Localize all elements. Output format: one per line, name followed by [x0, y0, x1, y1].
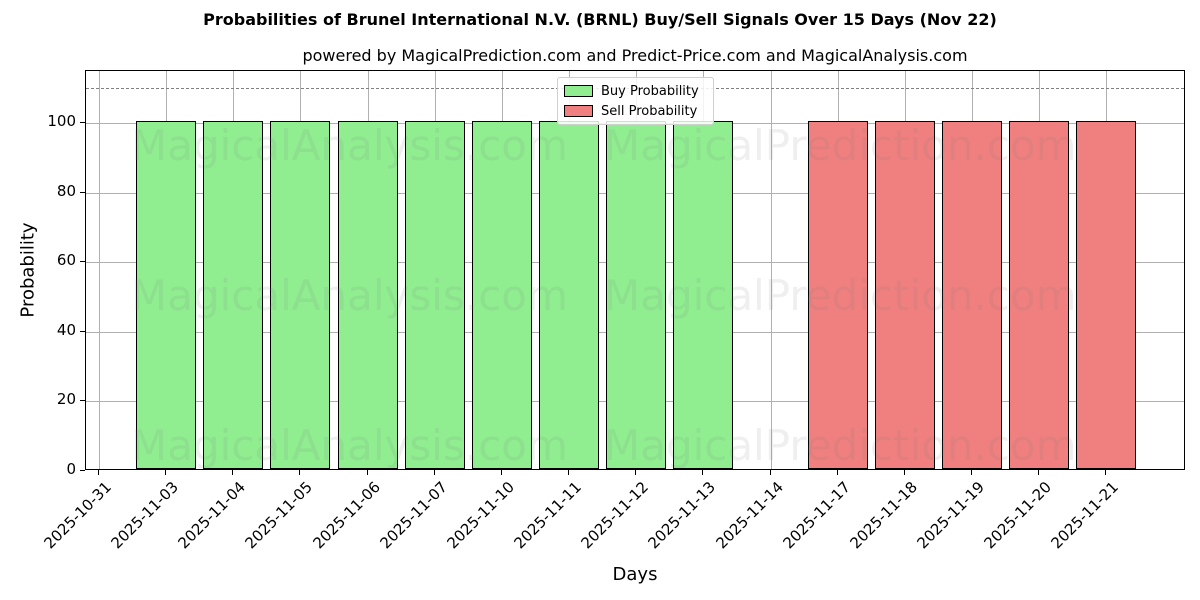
x-tick-label: 2025-11-12 [577, 478, 653, 553]
sell-bar [941, 121, 1002, 469]
chart-title: Probabilities of Brunel International N.… [203, 10, 997, 29]
x-tick-mark [165, 470, 167, 475]
legend-item-buy: Buy Probability [564, 82, 699, 100]
x-tick-mark [769, 470, 771, 475]
sell-bar [874, 121, 935, 469]
y-tick-mark [80, 122, 85, 124]
x-tick-mark [500, 470, 502, 475]
y-tick-mark [80, 470, 85, 471]
buy-bar [606, 121, 667, 469]
buy-bar [539, 121, 600, 469]
x-tick-mark [702, 470, 704, 475]
x-tick-label: 2025-11-18 [846, 478, 921, 553]
y-axis-title: Probability [17, 222, 39, 318]
legend: Buy Probability Sell Probability [557, 77, 714, 125]
x-tick-mark [299, 470, 301, 475]
buy-bar [270, 121, 331, 469]
y-tick-label: 20 [56, 390, 76, 409]
y-tick-mark [80, 400, 85, 402]
x-tick-label: 2025-11-14 [712, 478, 787, 553]
grid-line-vertical [770, 71, 772, 469]
x-tick-label: 2025-11-17 [779, 478, 854, 553]
x-tick-mark [98, 470, 99, 475]
y-tick-label: 40 [56, 320, 76, 339]
y-tick-label: 0 [66, 460, 76, 478]
x-tick-label: 2025-11-11 [510, 478, 585, 553]
x-tick-label: 2025-11-10 [443, 478, 518, 553]
legend-buy-label: Buy Probability [601, 83, 699, 99]
buy-bar [136, 121, 197, 469]
legend-item-sell: Sell Probability [564, 102, 697, 120]
x-tick-mark [635, 470, 637, 475]
x-tick-label: 2025-11-13 [644, 478, 720, 553]
y-tick-label: 80 [56, 181, 76, 200]
plot-area: MagicalAnalysis.comMagicalPrediction.com… [85, 70, 1185, 470]
x-tick-label: 2025-11-21 [1047, 478, 1123, 553]
y-tick-mark [80, 330, 85, 332]
x-tick-label: 2025-11-07 [376, 478, 451, 553]
x-tick-mark [1038, 470, 1040, 475]
x-tick-mark [433, 470, 435, 475]
x-tick-label: 2025-11-20 [980, 478, 1056, 553]
x-tick-mark [1105, 470, 1107, 475]
sell-bar [1076, 121, 1137, 469]
buy-bar [404, 121, 465, 469]
sell-bar [807, 121, 868, 469]
y-tick-mark [80, 261, 85, 263]
buy-bar [471, 121, 532, 469]
x-tick-label: 2025-11-03 [107, 478, 183, 553]
grid-line-vertical [99, 71, 100, 469]
buy-swatch-icon [564, 85, 593, 97]
x-tick-label: 2025-10-31 [40, 478, 115, 553]
y-tick-label: 60 [56, 251, 76, 270]
x-tick-mark [903, 470, 905, 475]
y-tick-mark [80, 191, 85, 193]
sell-swatch-icon [564, 105, 593, 117]
buy-bar [337, 121, 398, 469]
x-tick-label: 2025-11-05 [241, 478, 317, 553]
x-tick-label: 2025-11-19 [913, 478, 988, 553]
x-tick-label: 2025-11-04 [174, 478, 250, 553]
buy-bar [673, 121, 734, 469]
x-tick-mark [232, 470, 234, 475]
legend-sell-label: Sell Probability [601, 103, 698, 119]
x-tick-mark [366, 470, 368, 475]
x-axis-title: Days [612, 564, 658, 585]
y-tick-label: 100 [47, 112, 76, 131]
chart-subtitle: powered by MagicalPrediction.com and Pre… [302, 46, 968, 65]
x-tick-mark [836, 470, 838, 475]
x-tick-label: 2025-11-06 [309, 478, 384, 553]
sell-bar [1009, 121, 1070, 469]
x-tick-mark [970, 470, 972, 475]
buy-bar [203, 121, 264, 469]
x-tick-mark [568, 470, 570, 475]
